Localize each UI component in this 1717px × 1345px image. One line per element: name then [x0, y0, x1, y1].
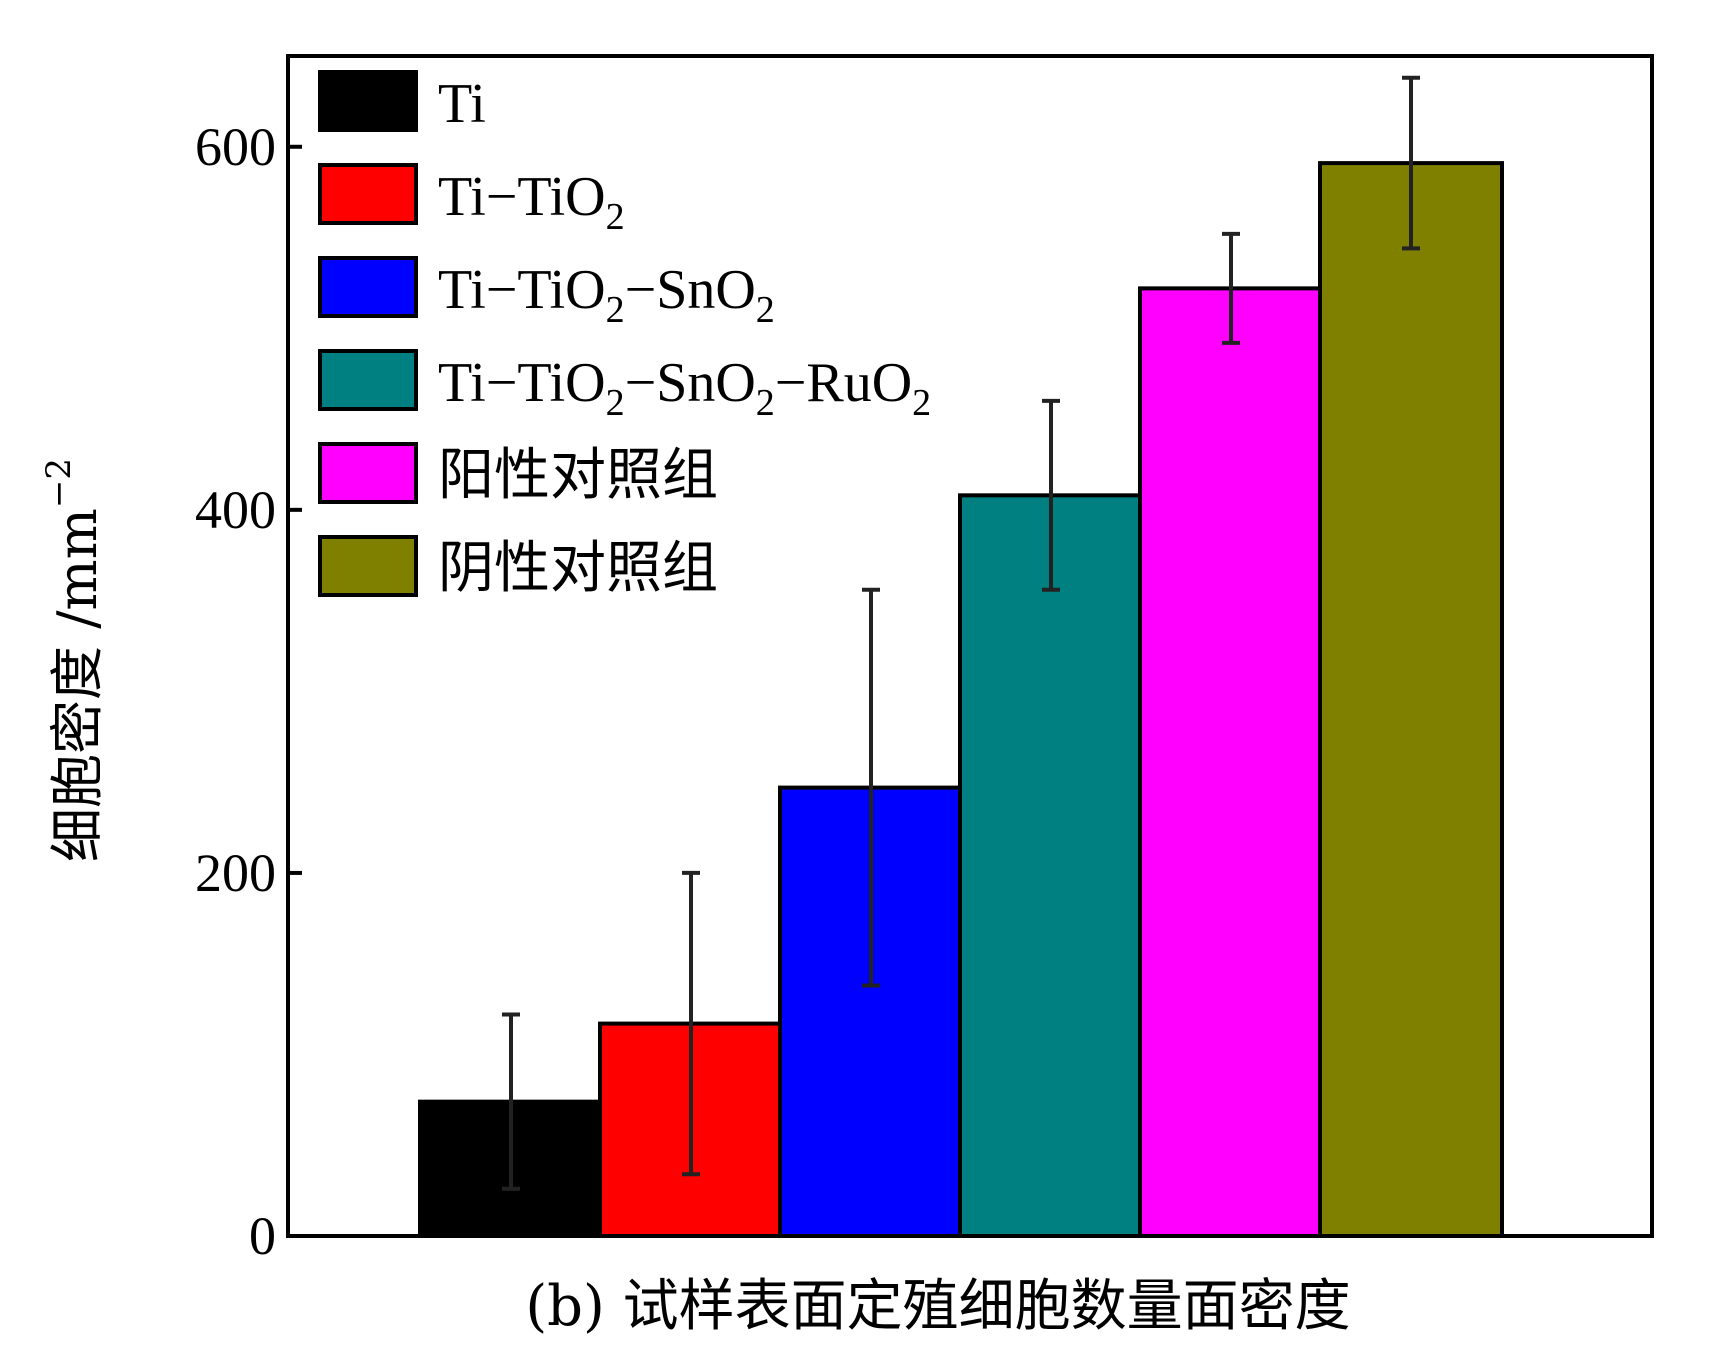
error-bar-2: [862, 587, 880, 988]
bar-4: [1138, 286, 1324, 1239]
legend: Ti Ti−TiO2 Ti−TiO2−SnO2 Ti−TiO2−SnO2−RuO2 阳性…: [318, 70, 931, 600]
legend-label-1: Ti−TiO2: [438, 166, 625, 238]
legend-swatch-2: [318, 256, 418, 318]
legend-label-2: Ti−TiO2−SnO2: [438, 259, 775, 331]
figure-caption: (b) 试样表面定殖细胞数量面密度: [525, 1274, 1350, 1339]
legend-label-0: Ti: [438, 73, 486, 135]
y-tick-label: 600: [195, 117, 276, 177]
y-axis-title: 细胞密度 /mm−2: [39, 458, 109, 862]
y-axis-title-exponent: −2: [39, 458, 79, 508]
y-tick-label: 200: [195, 843, 276, 903]
bar-5: [1318, 161, 1504, 1239]
y-tick-label: 0: [249, 1206, 276, 1266]
bar-3: [958, 493, 1144, 1239]
legend-label-4: 阳性对照组: [438, 445, 718, 507]
error-bar-0: [502, 1012, 520, 1191]
plot-frame: [286, 54, 1654, 1238]
legend-swatch-0: [318, 70, 418, 132]
error-bar-1: [682, 870, 700, 1177]
bars-layer: [418, 161, 1504, 1239]
y-axis-title-text: 细胞密度 /mm: [46, 508, 109, 862]
legend-swatch-3: [318, 349, 418, 411]
legend-label-3: Ti−TiO2−SnO2−RuO2: [438, 352, 931, 424]
y-axis: 0 200 400 600: [195, 117, 302, 1266]
error-bar-5: [1402, 75, 1420, 251]
error-bars-layer: [502, 75, 1420, 1191]
error-bar-4: [1222, 231, 1240, 345]
y-tick-label: 400: [195, 480, 276, 540]
legend-label-5: 阴性对照组: [438, 538, 718, 600]
legend-swatch-1: [318, 163, 418, 225]
error-bar-3: [1042, 398, 1060, 592]
legend-swatch-4: [318, 442, 418, 504]
legend-swatch-5: [318, 535, 418, 597]
